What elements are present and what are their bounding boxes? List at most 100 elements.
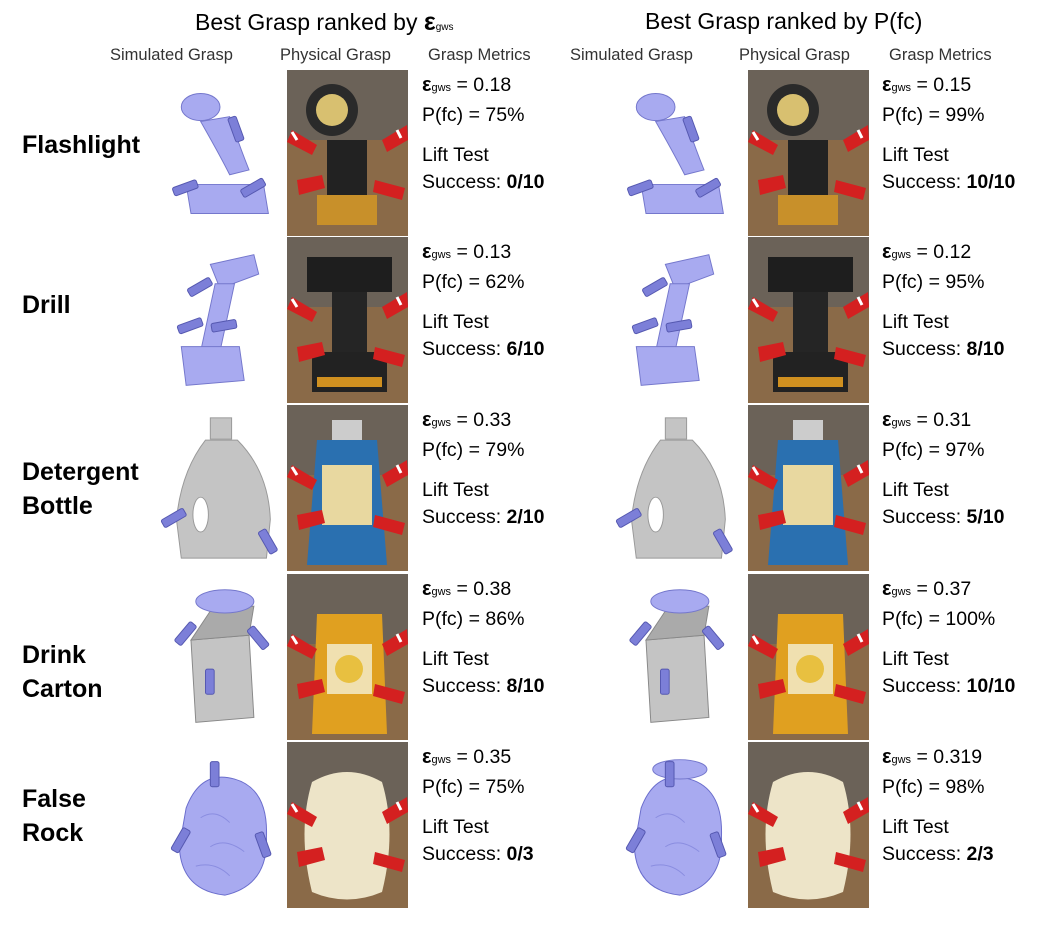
row-label-bottle: Detergent Bottle <box>22 455 139 523</box>
epsilon-line: εgws = 0.18 <box>422 72 545 102</box>
row-label-line: Rock <box>22 819 84 847</box>
success-line: Success: 0/10 <box>422 169 545 196</box>
epsilon-symbol: ε <box>422 746 432 768</box>
physical-grasp-photo-flashlight-right <box>748 70 869 236</box>
right-header-physical: Physical Grasp <box>739 46 850 64</box>
success-label: Success: <box>882 843 967 865</box>
epsilon-equals: = <box>911 74 934 96</box>
epsilon-value: 0.13 <box>473 241 512 263</box>
simulated-grasp-carton-right <box>615 582 735 732</box>
left-title-subscript: gws <box>435 22 454 33</box>
epsilon-value: 0.18 <box>473 74 512 96</box>
epsilon-subscript: gws <box>431 586 452 598</box>
epsilon-line: εgws = 0.38 <box>422 576 545 606</box>
pfc-label: P(fc) = <box>422 104 486 126</box>
success-label: Success: <box>422 506 507 528</box>
epsilon-symbol: ε <box>882 74 892 96</box>
epsilon-equals: = <box>451 74 474 96</box>
success-label: Success: <box>422 338 507 360</box>
lift-test-label: Lift Test <box>422 479 489 501</box>
epsilon-equals: = <box>911 409 934 431</box>
row-label-carton: Drink Carton <box>22 638 103 706</box>
physical-grasp-photo-bottle-left <box>287 405 408 571</box>
pfc-value: 99% <box>945 104 985 126</box>
row-label-flashlight: Flashlight <box>22 128 140 162</box>
simulated-grasp-bottle-left <box>160 413 280 563</box>
epsilon-equals: = <box>911 746 934 768</box>
row-label-line: False <box>22 785 86 813</box>
pfc-label: P(fc) = <box>422 439 486 461</box>
success-value: 6/10 <box>506 338 545 360</box>
epsilon-value: 0.12 <box>933 241 972 263</box>
lift-test-label: Lift Test <box>882 311 949 333</box>
grasp-metrics-bottle-left: εgws = 0.33 P(fc) = 79% Lift Test Succes… <box>422 407 545 531</box>
simulated-grasp-rock-left <box>160 750 280 900</box>
epsilon-value: 0.15 <box>933 74 972 96</box>
physical-grasp-photo-flashlight-left <box>287 70 408 236</box>
epsilon-equals: = <box>451 241 474 263</box>
simulated-grasp-rock-right <box>615 750 735 900</box>
left-column-title: Best Grasp ranked by εgws <box>195 8 454 37</box>
pfc-label: P(fc) = <box>882 439 946 461</box>
epsilon-symbol: ε <box>882 578 892 600</box>
grasp-metrics-bottle-right: εgws = 0.31 P(fc) = 97% Lift Test Succes… <box>882 407 1005 531</box>
success-line: Success: 8/10 <box>882 336 1005 363</box>
physical-grasp-photo-carton-right <box>748 574 869 740</box>
pfc-label: P(fc) = <box>422 271 486 293</box>
left-header-physical: Physical Grasp <box>280 46 391 64</box>
success-value: 2/10 <box>506 506 545 528</box>
simulated-grasp-flashlight-right <box>615 78 735 228</box>
physical-grasp-photo-drill-left <box>287 237 408 403</box>
simulated-grasp-bottle-right <box>615 413 735 563</box>
left-title-epsilon: ε <box>423 8 436 36</box>
physical-grasp-photo-rock-left <box>287 742 408 908</box>
epsilon-line: εgws = 0.319 <box>882 744 994 774</box>
epsilon-value: 0.33 <box>473 409 512 431</box>
row-label-line: Carton <box>22 675 103 703</box>
lift-test-label: Lift Test <box>422 816 489 838</box>
simulated-grasp-flashlight-left <box>160 78 280 228</box>
grasp-metrics-flashlight-left: εgws = 0.18 P(fc) = 75% Lift Test Succes… <box>422 72 545 196</box>
success-value: 10/10 <box>966 675 1016 697</box>
success-value: 2/3 <box>966 843 994 865</box>
lift-test-label: Lift Test <box>882 144 949 166</box>
grasp-metrics-carton-left: εgws = 0.38 P(fc) = 86% Lift Test Succes… <box>422 576 545 700</box>
epsilon-symbol: ε <box>422 578 432 600</box>
right-header-simulated: Simulated Grasp <box>570 46 693 64</box>
success-line: Success: 2/10 <box>422 504 545 531</box>
pfc-value: 79% <box>485 439 525 461</box>
epsilon-line: εgws = 0.33 <box>422 407 545 437</box>
pfc-label: P(fc) = <box>422 776 486 798</box>
left-header-simulated: Simulated Grasp <box>110 46 233 64</box>
simulated-grasp-drill-right <box>615 245 735 395</box>
epsilon-value: 0.37 <box>933 578 972 600</box>
row-label-rock: False Rock <box>22 782 86 850</box>
physical-grasp-photo-bottle-right <box>748 405 869 571</box>
pfc-value: 62% <box>485 271 525 293</box>
grasp-metrics-flashlight-right: εgws = 0.15 P(fc) = 99% Lift Test Succes… <box>882 72 1015 196</box>
success-value: 0/3 <box>506 843 534 865</box>
physical-grasp-photo-rock-right <box>748 742 869 908</box>
epsilon-subscript: gws <box>431 754 452 766</box>
epsilon-equals: = <box>451 409 474 431</box>
success-label: Success: <box>882 675 967 697</box>
epsilon-subscript: gws <box>891 586 912 598</box>
pfc-value: 86% <box>485 608 525 630</box>
epsilon-symbol: ε <box>422 241 432 263</box>
epsilon-subscript: gws <box>891 417 912 429</box>
success-line: Success: 10/10 <box>882 169 1015 196</box>
pfc-value: 95% <box>945 271 985 293</box>
grasp-metrics-rock-right: εgws = 0.319 P(fc) = 98% Lift Test Succe… <box>882 744 994 868</box>
epsilon-symbol: ε <box>422 409 432 431</box>
left-title-prefix: Best Grasp ranked by <box>195 9 424 35</box>
success-line: Success: 0/3 <box>422 841 534 868</box>
epsilon-line: εgws = 0.31 <box>882 407 1005 437</box>
epsilon-value: 0.35 <box>473 746 512 768</box>
epsilon-equals: = <box>911 578 934 600</box>
pfc-label: P(fc) = <box>882 776 946 798</box>
epsilon-line: εgws = 0.13 <box>422 239 545 269</box>
row-label-line: Drill <box>22 291 71 319</box>
pfc-value: 75% <box>485 776 525 798</box>
row-label-line: Bottle <box>22 492 93 520</box>
row-label-line: Drink <box>22 641 86 669</box>
